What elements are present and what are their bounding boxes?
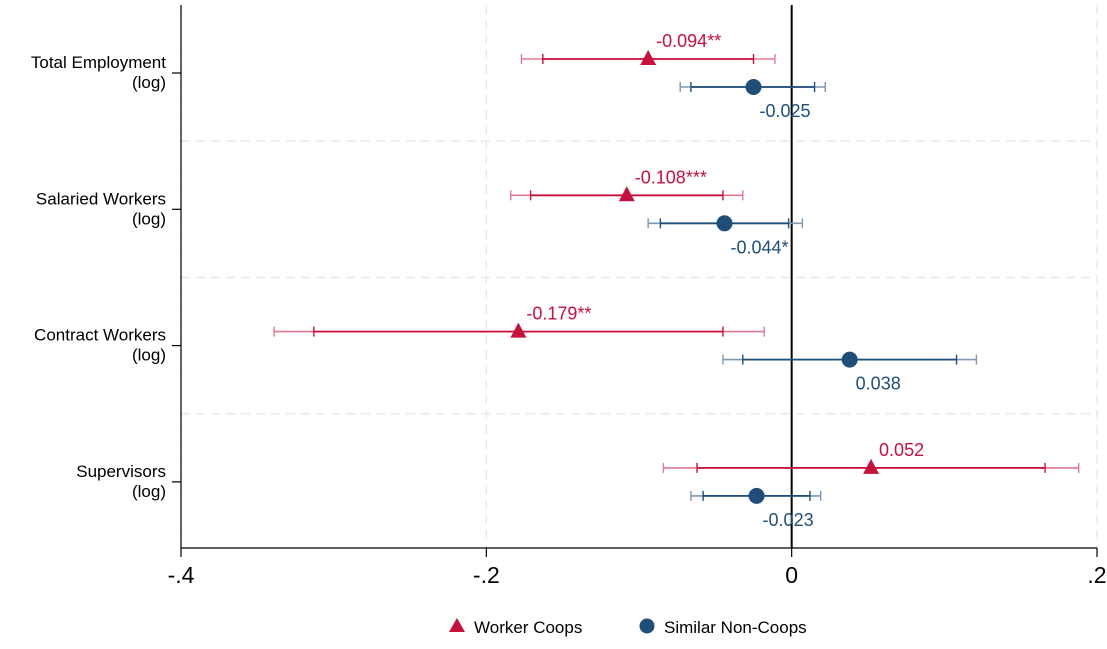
category-label-unit: (log)	[132, 209, 166, 228]
data-label: -0.025	[760, 101, 811, 121]
data-label: 0.038	[856, 374, 901, 394]
triangle-marker	[510, 322, 527, 338]
x-tick-label: .2	[1087, 562, 1106, 588]
data-label: -0.023	[763, 510, 814, 530]
data-label: -0.179**	[526, 304, 591, 324]
legend-label: Similar Non-Coops	[664, 618, 807, 637]
data-labels: -0.094** -0.108*** -0.179** 0.052 -0.025 -0.0…	[526, 31, 924, 530]
data-label: 0.052	[879, 440, 924, 460]
category-label: Contract Workers	[34, 326, 166, 345]
triangle-marker	[640, 50, 657, 65]
data-label: -0.108***	[635, 167, 707, 187]
point-estimates	[510, 50, 880, 504]
legend: Worker Coops Similar Non-Coops	[449, 618, 807, 637]
circle-marker	[841, 351, 858, 368]
x-tick-label: 0	[785, 562, 798, 588]
category-label-unit: (log)	[132, 73, 166, 92]
circle-marker	[748, 487, 765, 504]
triangle-marker	[618, 186, 635, 202]
legend-circle-icon	[639, 618, 655, 634]
legend-label: Worker Coops	[474, 618, 582, 637]
category-label: Salaried Workers	[36, 189, 166, 208]
circle-marker	[716, 215, 733, 232]
circle-marker	[745, 79, 762, 95]
x-tick-label: -.2	[473, 562, 500, 588]
category-label-unit: (log)	[132, 482, 166, 501]
category-label: Supervisors	[76, 462, 166, 481]
category-label-unit: (log)	[132, 346, 166, 365]
x-tick-label: -.4	[168, 562, 195, 588]
category-label: Total Employment	[31, 53, 166, 72]
legend-triangle-icon	[449, 618, 465, 632]
triangle-marker	[863, 458, 880, 474]
data-label: -0.094**	[656, 31, 721, 51]
grid-lines	[180, 5, 1098, 548]
data-label: -0.044*	[730, 237, 788, 257]
